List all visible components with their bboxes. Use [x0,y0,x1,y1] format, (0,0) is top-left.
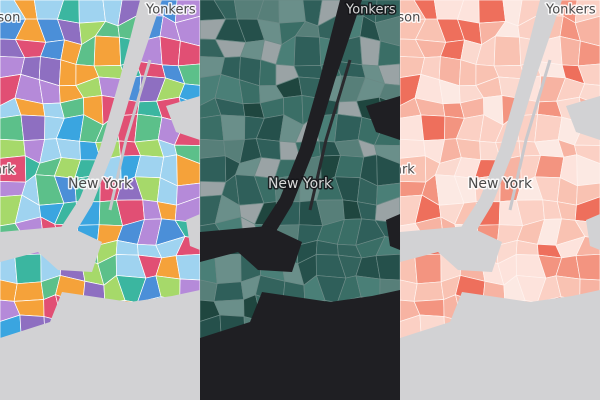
district [174,15,200,47]
water [258,0,362,238]
district [359,35,381,67]
water [586,214,600,250]
place-label: rson [392,11,420,26]
district [93,35,122,67]
district [134,155,165,179]
water [166,96,200,140]
district [200,138,226,159]
district [577,40,600,67]
district [493,35,522,67]
district [334,113,363,143]
district [213,281,245,302]
district [377,63,400,86]
district [334,155,365,179]
district [175,253,200,281]
district [478,0,506,24]
district [559,35,581,67]
district [534,155,565,179]
river [308,59,352,211]
water [200,290,400,400]
district [14,253,42,285]
district [574,15,600,47]
district [413,281,445,302]
district [374,0,400,24]
district [458,59,477,87]
district [174,144,200,164]
water [366,96,400,140]
district [78,0,106,24]
district [574,0,600,24]
district [576,154,600,187]
district [376,182,400,206]
district [177,63,200,86]
district [200,114,225,142]
district [0,138,26,159]
place-label: ark [0,163,15,178]
district [574,196,600,224]
place-label: New York [68,176,133,192]
district [420,114,446,142]
water [200,226,302,272]
district [134,113,163,143]
district [374,196,400,224]
district [376,154,400,187]
district [374,144,400,164]
district [400,114,425,142]
district [58,59,77,87]
district [293,35,322,67]
place-label: Yonkers [545,3,596,18]
district [534,113,563,143]
place-label: ark [394,163,415,178]
district [574,144,600,164]
district [575,253,600,281]
district [374,15,400,47]
district [176,154,200,187]
water [58,0,162,238]
place-label: Yonkers [345,3,396,18]
district [177,40,200,67]
water [400,290,600,400]
water [458,0,562,238]
water [0,290,200,400]
district [278,0,306,24]
district [176,182,200,206]
place-label: New York [468,176,533,192]
river [508,59,552,211]
map-panel: rson Yonkers ark New York [0,0,200,400]
place-label: New York [268,176,333,192]
district [375,253,400,281]
district [400,138,426,159]
river [108,59,152,211]
water [566,96,600,140]
district [258,59,277,87]
district [0,114,25,142]
water [386,214,400,250]
district [214,253,242,285]
district [414,253,442,285]
district [159,35,181,67]
map-panel: rson Yonkers ark New York [392,0,600,400]
water [0,226,102,272]
water [400,226,502,272]
district [174,196,200,224]
place-label: Yonkers [145,3,196,18]
district [13,281,45,302]
district [220,114,246,142]
place-label: rson [0,11,20,26]
district [576,182,600,206]
district [377,40,400,67]
district [577,63,600,86]
district [200,155,227,183]
map-panel: Yonkers New York [200,0,400,400]
district [174,0,200,24]
water [186,214,200,250]
district [20,114,46,142]
